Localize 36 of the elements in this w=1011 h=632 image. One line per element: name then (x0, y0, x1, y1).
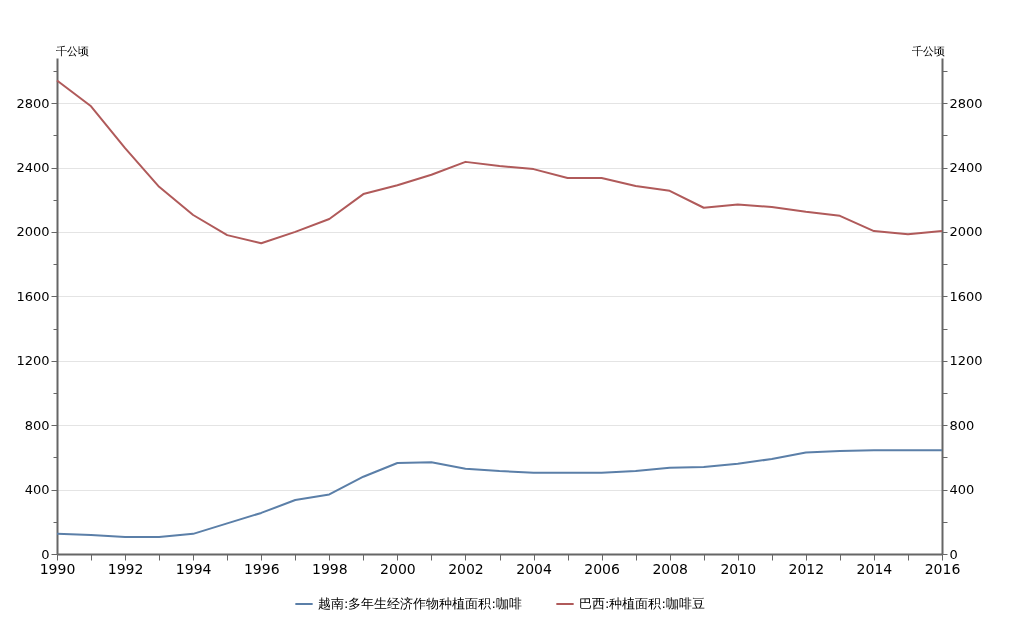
x-tick-label: 2016 (924, 560, 961, 577)
y2-tick-label: 1600 (949, 288, 983, 304)
x-tick-label: 1990 (39, 560, 76, 577)
y-tick-label: 2400 (16, 160, 50, 176)
x-tick-label: 2008 (652, 560, 689, 577)
y2-tick-label: 2400 (949, 160, 983, 176)
y-axis-title: 千公顷 (55, 44, 89, 58)
y-tick-label: 0 (41, 546, 50, 562)
y2-tick-label: 0 (949, 546, 958, 562)
y-tick-label: 800 (24, 417, 50, 433)
y2-tick-label: 1200 (949, 353, 983, 369)
y-tick-label: 2000 (16, 224, 50, 240)
x-tick-label: 1996 (243, 560, 280, 577)
x-tick-label: 2012 (788, 560, 825, 577)
y2-tick-label: 400 (949, 482, 975, 498)
x-tick-label: 2004 (516, 560, 552, 577)
x-tick-label: 2006 (584, 560, 621, 577)
line-series (56, 79, 943, 245)
y-tick-label: 1600 (16, 288, 50, 304)
y-tick-label: 400 (24, 482, 50, 498)
y2-tick-label: 2000 (949, 224, 983, 240)
x-tick-label: 2010 (720, 560, 757, 577)
y2-axis-title: 千公顷 (911, 44, 945, 58)
x-tick-label: 1994 (175, 560, 212, 577)
x-tick-label: 2014 (856, 560, 893, 577)
x-tick-label: 1998 (311, 560, 348, 577)
y2-tick-label: 800 (949, 417, 975, 433)
x-tick-label: 1992 (107, 560, 144, 577)
y-tick-label: 1200 (16, 353, 50, 369)
x-tick-label: 2002 (448, 560, 484, 577)
x-tick-label: 2000 (380, 560, 416, 577)
y-tick-label: 2800 (16, 95, 50, 111)
y2-tick-label: 2800 (949, 95, 983, 111)
legend-label: 越南:多年生经济作物种植面积:咖啡 (318, 596, 522, 611)
legend-label: 巴西:种植面积:咖啡豆 (579, 596, 705, 611)
line-series (56, 449, 943, 539)
